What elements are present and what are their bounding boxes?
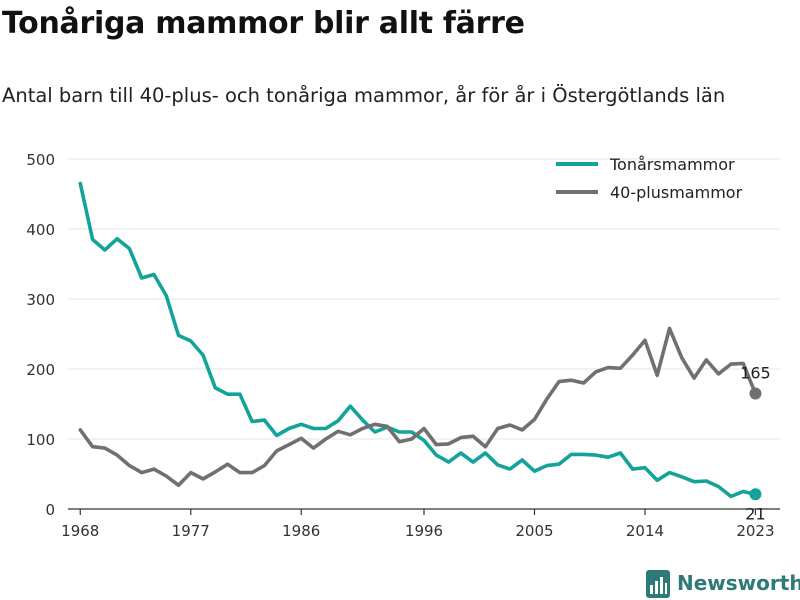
legend: Tonårsmammor 40-plusmammor [556, 155, 743, 202]
y-tick-label: 300 [26, 291, 55, 309]
newsworthy-logo: Newsworthy [646, 570, 800, 600]
x-tick-label: 2023 [736, 522, 774, 540]
bar-chart-logo-icon [646, 570, 670, 598]
end-value-label: 21 [745, 504, 765, 523]
x-tick-label: 2014 [626, 522, 664, 540]
end-value-label: 165 [740, 364, 771, 383]
chart-subtitle: Antal barn till 40-plus- och tonåriga ma… [2, 84, 726, 107]
y-axis-ticks: 0 100 200 300 400 500 [26, 151, 55, 519]
end-point-marker [749, 387, 762, 400]
legend-label: Tonårsmammor [609, 155, 735, 174]
x-tick-label: 1986 [282, 522, 320, 540]
series-lines: 21 165 [78, 181, 771, 523]
x-tick-label: 1996 [405, 522, 443, 540]
x-tick-label: 2005 [515, 522, 553, 540]
x-tick-label: 1977 [172, 522, 210, 540]
series-line-tonarsmammor [78, 181, 758, 499]
y-tick-label: 400 [26, 221, 55, 239]
x-tick-label: 1968 [61, 522, 99, 540]
y-tick-label: 100 [26, 431, 55, 449]
x-axis: 1968 1977 1986 1996 2005 2014 2023 [61, 508, 780, 540]
chart-title: Tonåriga mammor blir allt färre [2, 6, 525, 41]
legend-label: 40-plusmammor [610, 183, 743, 202]
series-line-40-plusmammor [78, 326, 758, 488]
y-tick-label: 200 [26, 361, 55, 379]
y-tick-label: 0 [45, 501, 55, 519]
logo-text: Newsworthy [677, 571, 800, 595]
end-point-marker [749, 488, 762, 501]
y-tick-label: 500 [26, 151, 55, 169]
